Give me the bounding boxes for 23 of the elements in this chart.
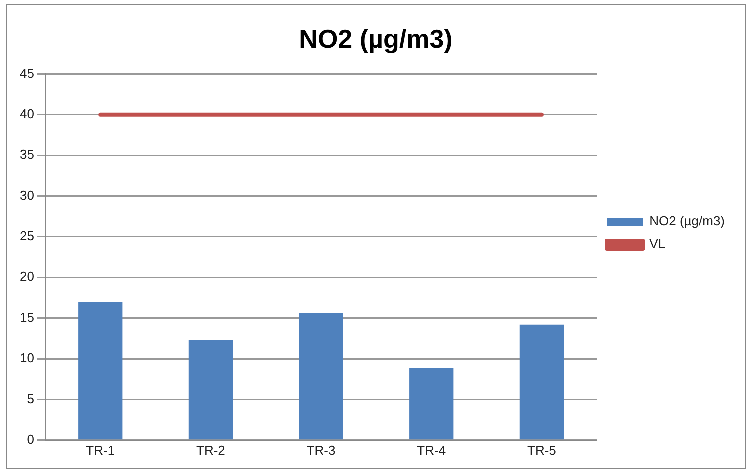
y-tick-label: 30 [20,188,34,203]
y-tick-label: 45 [20,66,34,81]
bar [299,313,344,440]
y-tick-label: 20 [20,269,34,284]
x-tick-label: TR-2 [196,442,226,458]
y-tick-label: 0 [27,432,34,447]
bar [188,340,234,440]
x-tick-label: TR-3 [306,442,336,458]
bar [410,368,454,440]
y-tick-label: 15 [20,310,34,325]
y-tick-label: 10 [20,350,34,366]
chart-title: NO2 (µg/m3) [299,24,453,54]
y-tick-label: 25 [20,228,34,244]
bar [520,324,564,440]
legend-label: VL [650,236,666,252]
y-tick-label: 40 [20,106,34,122]
y-tick-label: 5 [27,391,34,406]
x-tick-label: TR-4 [417,442,446,458]
x-tick-label: TR-1 [86,442,116,458]
x-tick-label: TR-5 [528,442,556,458]
legend-label: NO2 (µg/m3) [650,214,726,229]
bar [78,302,123,440]
y-tick-label: 35 [20,147,34,162]
